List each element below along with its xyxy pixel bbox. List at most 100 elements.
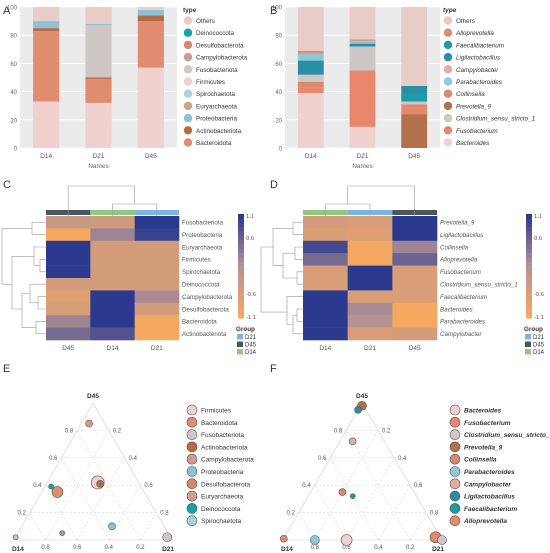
heat-cell-fusobacteriota-d45 [46, 216, 91, 229]
legend-swatch-campylobacterota [183, 52, 193, 62]
ternary-tick-label: 0.2 [17, 511, 26, 517]
colorbar-step [526, 214, 532, 219]
heat-cell-firmicutes-d14 [90, 253, 135, 266]
ternary-tick-label: 0.6 [73, 545, 82, 551]
colorbar-step [238, 222, 244, 228]
bar-segment-d14-clostridium-sensu-stricto-1 [297, 74, 324, 82]
bar-segment-d21-others [85, 7, 112, 24]
heat-row-label: Fusobacteriota [182, 220, 223, 227]
heat-cell-fusobacteriota-d21 [134, 216, 180, 229]
colorbar-step [238, 270, 244, 276]
legend-label-bacteroidota: Bacteroidota [196, 140, 232, 147]
legend-swatch-bacteroides [449, 404, 461, 416]
colorbar-step [526, 296, 532, 302]
legend-swatch-desulfobacterota [183, 40, 193, 50]
y-tick-label: 60 [275, 62, 282, 68]
legend-swatch-bacteroidota [186, 416, 198, 428]
bar-segment-d45-firmicutes [137, 67, 164, 148]
legend-swatch-ligilactobacillus [449, 490, 461, 502]
panel-b-stacked-bar-chart: 0 20 40 60 80 100 D14 D21 D45 Names type Others Allo… [272, 6, 535, 171]
legend-swatch-fusobacteriota [183, 65, 193, 74]
ternary-point-fusobacteriota [162, 532, 173, 543]
legend-label-fusobacteriota: Fusobacteriota [196, 67, 238, 74]
legend-label-deinococcota: Deinococcota [201, 506, 241, 513]
heat-cell-bacteroides-d14 [303, 302, 348, 316]
ternary-point-bacteroidota [51, 486, 64, 498]
legend-label-others: Others [456, 18, 475, 25]
colorbar-step [526, 274, 532, 280]
ternary-point-proteobacteria [108, 522, 116, 531]
panel-e-ternary-plot: 0.8 0.2 0.8 0.6 0.4 0.6 0.4 0.6 0.4 0.2 0.8 0.2 D45 D… [12, 393, 254, 553]
colorbar-step [238, 248, 244, 254]
heat-cell-alloprevotella-d14 [303, 253, 348, 266]
group-legend-title: Group [236, 326, 255, 333]
ternary-tick-label: 0.4 [374, 545, 383, 551]
row-dendrogram-branch [37, 296, 46, 310]
legend-label-fusobacterium: Fusobacterium [456, 128, 498, 135]
colorbar-step [526, 218, 532, 224]
group-legend-swatch-d45 [525, 341, 531, 347]
ternary-point-collinsella [338, 488, 347, 496]
legend-swatch-campylobacterota [186, 453, 198, 465]
ternary-tick-label: 0.6 [49, 456, 58, 462]
column-dendrogram-branch [347, 185, 415, 216]
bar-segment-d21-actinobacteriota [85, 77, 112, 79]
colorbar-step [238, 300, 244, 306]
heat-row-label: Desulfobacterota [182, 306, 229, 313]
panel-letter-e: E [3, 363, 10, 375]
heat-cell-proteobacteria-d45 [46, 228, 91, 242]
ternary-tick-label: 0.8 [311, 545, 320, 551]
column-dendrogram-branch [67, 185, 135, 216]
legend-label-actinobacteriota: Actinobacteriota [201, 444, 248, 451]
row-dendrogram-branch [35, 321, 46, 335]
ternary-point-clostridium-sensu-stricto-1 [437, 535, 447, 545]
ternary-gridline [29, 512, 46, 541]
x-tick-label: D21 [93, 153, 105, 160]
legend-swatch-campylobacter [449, 478, 461, 490]
heat-cell-euryarchaeota-d21 [134, 240, 180, 254]
legend-label-bacteroides: Bacteroides [456, 140, 490, 147]
legend-swatch-proteobacteria [186, 466, 198, 477]
y-tick-label: 20 [275, 118, 282, 124]
legend-swatch-spirochaetota [186, 515, 198, 527]
colorbar-tick-label: -1.1 [246, 315, 256, 321]
ternary-tick-label: 0.8 [41, 545, 50, 551]
bar-segment-d14-alloprevotella [297, 50, 324, 54]
heat-row-label: Actinobacteriota [182, 331, 227, 338]
legend-swatch-prevotella-9 [443, 101, 453, 111]
heat-cell-fusobacterium-d21 [347, 265, 393, 279]
ternary-tick-label: 0.8 [430, 511, 439, 517]
colorbar-step [526, 261, 532, 267]
colorbar-tick-label: 1.1 [246, 214, 254, 220]
y-tick-label: 80 [275, 34, 282, 40]
legend-label-proteobacteria: Proteobacteria [196, 116, 237, 123]
heat-cell-campylobacterota-d21 [134, 290, 180, 304]
heat-cell-ligilactobacillus-d45 [392, 228, 438, 242]
colorbar-step [238, 231, 244, 237]
ternary-point-actinobacteriota [96, 480, 104, 488]
colorbar-tick-label: 0.6 [246, 236, 254, 242]
group-legend-swatch-d21 [237, 334, 243, 340]
heat-row-label: Fusobacterium [440, 269, 481, 276]
colorbar-step [238, 296, 244, 302]
ternary-tick-label: 0.6 [318, 456, 327, 462]
colorbar-step [238, 287, 244, 293]
colorbar-step [526, 235, 532, 241]
heat-row-label: Prevotella_9 [440, 220, 475, 227]
legend-swatch-others [183, 16, 193, 25]
colorbar-step [526, 222, 532, 228]
legend-label-ligilactobacillus: Ligilactobacillus [456, 55, 501, 62]
heat-row-label: Bacteroides [440, 306, 473, 313]
ternary-tick-label: 0.6 [414, 483, 423, 489]
heat-cell-collinsella-d21 [347, 240, 393, 254]
colorbar-step [526, 244, 532, 250]
group-legend-swatch-d45 [237, 341, 243, 347]
group-legend-label-d21: D21 [533, 335, 545, 341]
group-legend-swatch-d14 [237, 349, 243, 355]
legend-label-ligilactobacillus: Ligilactobacillus [464, 494, 515, 501]
colorbar-tick-label: -1.1 [534, 315, 544, 321]
legend-swatch-spirochaetota [183, 89, 193, 98]
bar-segment-d21-collinsella [349, 70, 376, 72]
legend-title: type [443, 7, 457, 14]
legend-swatch-euryarchaeota [186, 490, 198, 502]
